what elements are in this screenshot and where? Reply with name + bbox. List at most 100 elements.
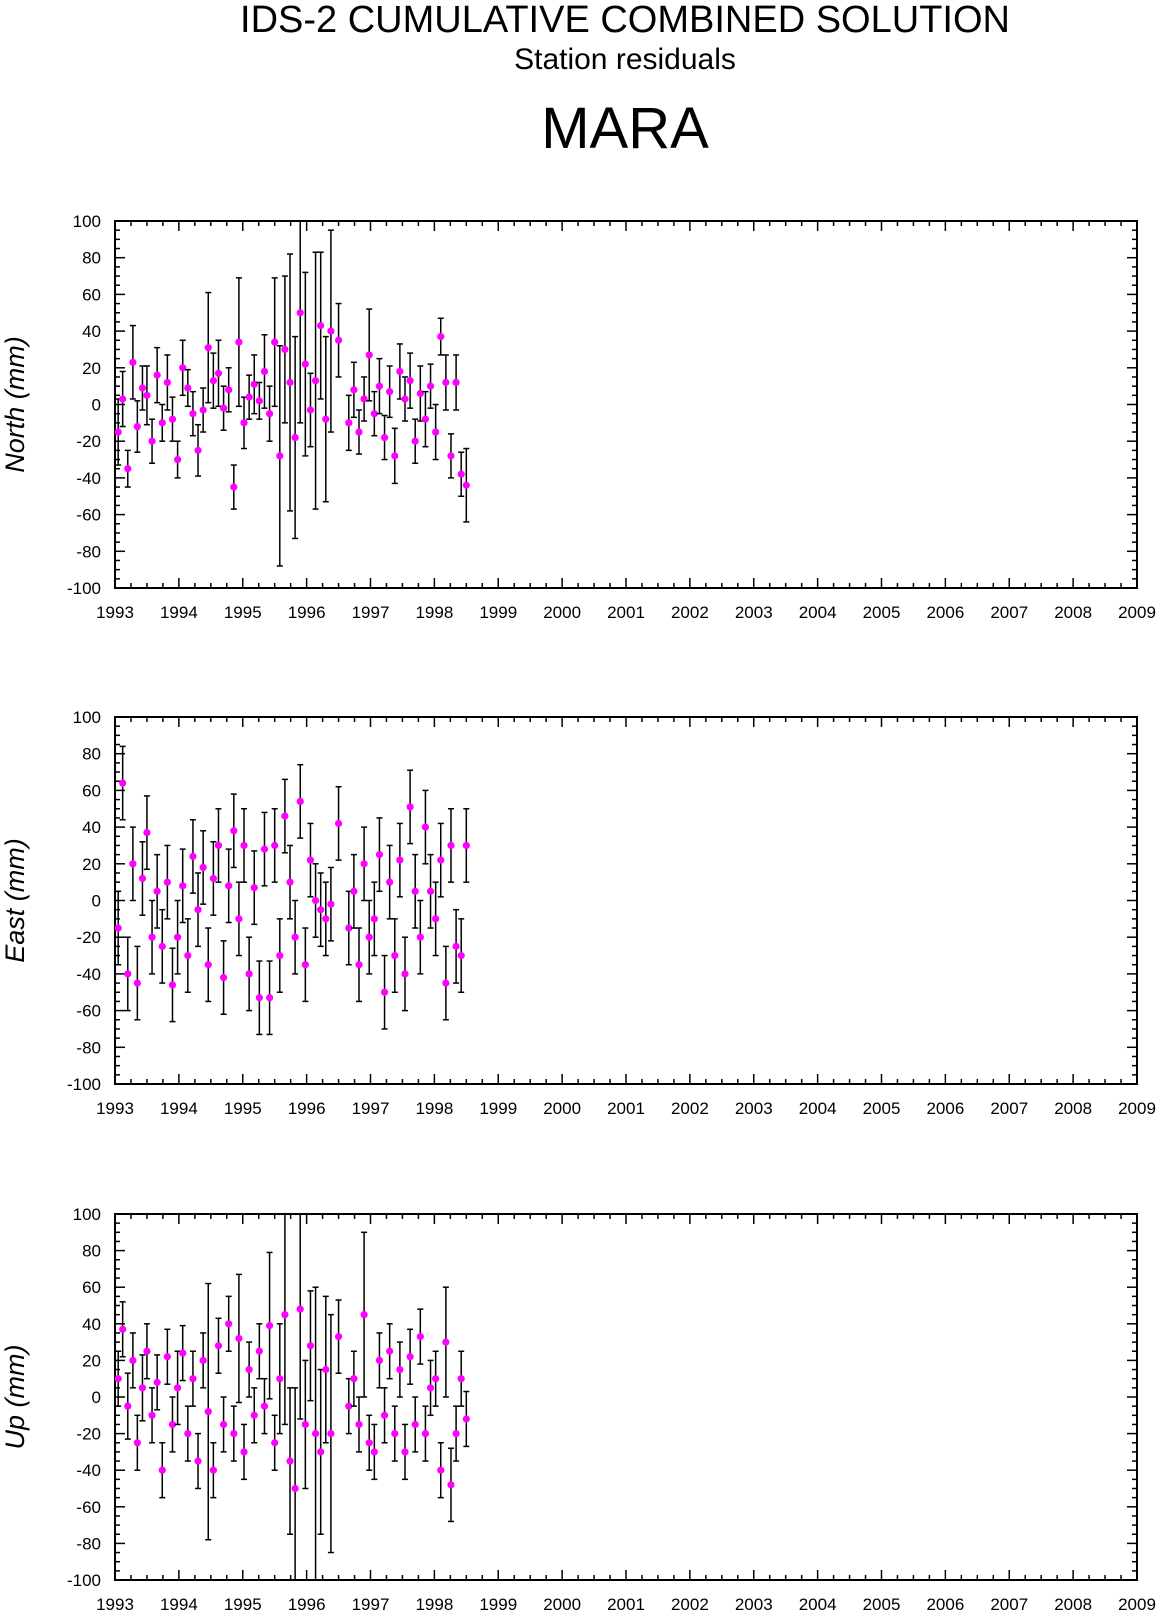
east-data-point [148, 933, 156, 941]
north-data-point [133, 422, 141, 431]
north-data-point [437, 333, 445, 341]
north-x-tick-label: 2005 [863, 603, 901, 622]
east-data-point [411, 887, 419, 895]
north-data-point [129, 358, 137, 366]
east-y-tick-label: 0 [92, 892, 101, 911]
north-y-tick-label: 20 [82, 359, 101, 378]
up-y-tick-label: -40 [76, 1461, 101, 1480]
up-data-point [281, 1311, 289, 1319]
north-data-point [322, 415, 330, 423]
east-data-point [124, 970, 132, 978]
east-data-point [230, 827, 238, 835]
north-x-tick-label: 1998 [415, 603, 453, 622]
north-data-point [260, 367, 269, 376]
up-x-tick-label: 2006 [926, 1595, 964, 1614]
east-data-point [396, 856, 404, 864]
north-data-point [386, 388, 394, 396]
up-data-point [432, 1375, 440, 1383]
up-data-point [311, 1430, 320, 1438]
north-data-point [457, 470, 465, 478]
east-data-point [245, 970, 253, 978]
up-y-tick-label: -80 [76, 1534, 101, 1553]
east-data-point [199, 863, 207, 872]
north-x-tick-label: 2004 [799, 603, 837, 622]
up-data-point [327, 1430, 335, 1438]
up-data-point [462, 1415, 470, 1423]
up-plot-frame [114, 1213, 1138, 1581]
north-data-point [406, 377, 414, 385]
up-data-point [133, 1439, 141, 1447]
up-data-point [265, 1322, 274, 1330]
up-y-tick-label: 40 [82, 1315, 101, 1334]
north-data-point [138, 384, 147, 392]
east-x-tick-label: 2000 [543, 1099, 581, 1118]
up-y-axis-label: Up (mm) [0, 1345, 30, 1450]
up-x-tick-label: 1993 [96, 1595, 134, 1614]
east-data-point [291, 933, 299, 941]
north-x-tick-label: 2008 [1054, 603, 1092, 622]
east-data-point [437, 856, 445, 864]
east-data-point [327, 900, 335, 908]
north-data-point [360, 395, 368, 403]
up-data-point [411, 1420, 419, 1429]
north-data-point [452, 378, 460, 387]
east-series [115, 745, 470, 1036]
north-data-point [143, 391, 151, 399]
east-data-point [276, 951, 284, 960]
east-data-point [158, 942, 166, 950]
up-data-point [301, 1420, 309, 1429]
east-data-point [380, 988, 389, 996]
up-data-point [306, 1342, 315, 1350]
east-data-point [184, 951, 192, 960]
east-data-point [360, 860, 368, 868]
north-panel: -100 -80 -60 -40 -20 0 20 40 60 80 100 1993 1994 1995… [0, 212, 1156, 622]
east-data-point [240, 841, 248, 850]
chart-subtitle: Station residuals [514, 43, 736, 76]
north-data-point [158, 419, 166, 427]
east-data-point [421, 823, 430, 831]
up-x-tick-label: 2004 [799, 1595, 837, 1614]
east-x-tick-label: 1996 [288, 1099, 326, 1118]
east-data-point [271, 841, 279, 850]
up-data-point [291, 1484, 299, 1493]
up-data-point [457, 1375, 465, 1383]
east-data-point [235, 915, 243, 923]
up-data-point [235, 1334, 243, 1343]
east-x-tick-label: 1999 [479, 1099, 517, 1118]
up-data-point [219, 1420, 228, 1429]
up-data-point [255, 1347, 263, 1355]
north-data-point [194, 446, 202, 454]
north-plot-frame [114, 220, 1138, 589]
up-data-point [189, 1375, 197, 1383]
north-data-point [173, 455, 182, 464]
north-x-tick-label: 1994 [160, 603, 198, 622]
north-data-point [271, 338, 279, 346]
north-data-point [345, 419, 353, 427]
east-data-point [115, 924, 122, 932]
east-data-point [334, 819, 343, 828]
north-data-point [301, 360, 309, 368]
east-data-point [250, 884, 258, 892]
up-data-point [360, 1311, 368, 1319]
east-data-point [386, 878, 394, 886]
up-y-tick-label: 80 [82, 1242, 101, 1261]
north-data-point [355, 428, 363, 436]
north-data-point [311, 377, 320, 385]
up-data-point [173, 1384, 182, 1392]
north-data-point [265, 410, 274, 418]
up-data-point [286, 1457, 294, 1465]
east-x-tick-label: 2001 [607, 1099, 645, 1118]
up-data-point [148, 1411, 156, 1419]
north-x-tick-label: 2009 [1118, 603, 1156, 622]
north-x-tick-label: 1995 [224, 603, 262, 622]
north-data-point [204, 344, 212, 352]
east-data-point [350, 887, 358, 895]
north-y-tick-label: -100 [67, 579, 101, 598]
up-data-point [143, 1347, 151, 1355]
north-x-tick-label: 1999 [479, 603, 517, 622]
east-y-tick-label: 100 [73, 708, 101, 727]
up-data-point [124, 1402, 132, 1410]
north-x-tick-label: 2006 [926, 603, 964, 622]
up-data-point [225, 1320, 233, 1328]
east-data-point [204, 961, 212, 969]
